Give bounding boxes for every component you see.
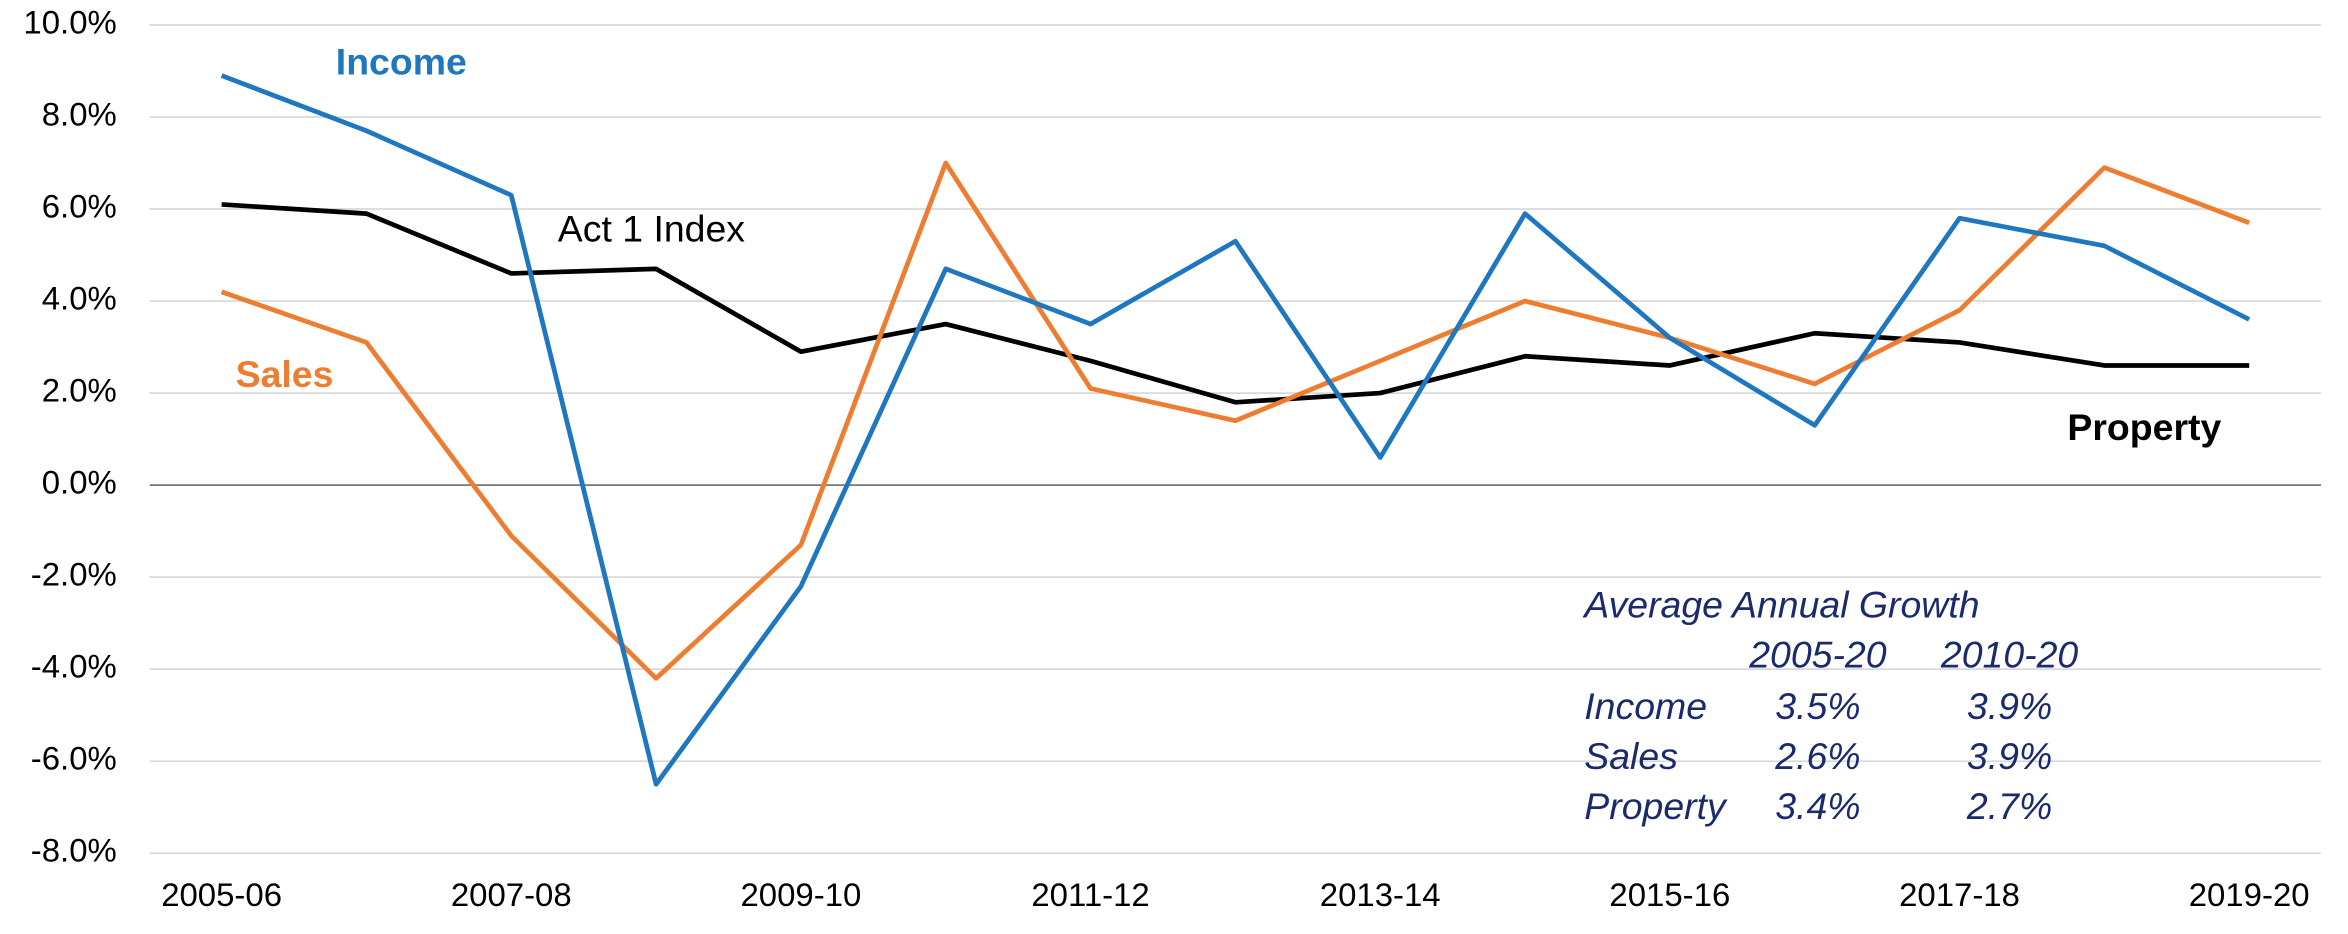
table-cell: 3.5% xyxy=(1775,685,1860,727)
y-tick-label: -4.0% xyxy=(31,648,117,685)
table-column: 2010-20 xyxy=(1940,634,2079,676)
table-cell: 3.4% xyxy=(1775,785,1860,827)
x-tick-label: 2007-08 xyxy=(451,876,572,913)
x-tick-label: 2005-06 xyxy=(161,876,282,913)
table-cell: 3.9% xyxy=(1967,685,2052,727)
series-label: Property xyxy=(2067,406,2221,448)
series-line xyxy=(220,73,2251,787)
index-label: Act 1 Index xyxy=(558,208,746,250)
x-tick-label: 2015-16 xyxy=(1609,876,1730,913)
y-tick-label: -8.0% xyxy=(31,832,117,869)
growth-table: Average Annual Growth 2005-20 2010-20 In… xyxy=(1582,584,2078,827)
y-tick-label: 10.0% xyxy=(23,4,116,41)
series-line xyxy=(221,202,2250,405)
table-cell: Sales xyxy=(1584,735,1678,777)
y-tick-label: -6.0% xyxy=(31,740,117,777)
x-tick-label: 2013-14 xyxy=(1320,876,1441,913)
x-tick-label: 2019-20 xyxy=(2189,876,2310,913)
y-tick-label: 6.0% xyxy=(42,188,117,225)
table-cell: Income xyxy=(1584,685,1707,727)
table-title: Average Annual Growth xyxy=(1582,584,1979,626)
table-column: 2005-20 xyxy=(1748,634,1887,676)
x-tick-label: 2011-12 xyxy=(1031,876,1149,913)
y-tick-label: 4.0% xyxy=(42,280,117,317)
y-tick-label: -2.0% xyxy=(31,556,117,593)
x-tick-label: 2017-18 xyxy=(1899,876,2020,913)
y-tick-label: 0.0% xyxy=(42,464,117,501)
series-line xyxy=(220,160,2251,681)
table-cell: 3.9% xyxy=(1967,735,2052,777)
series-label: Income xyxy=(336,41,467,83)
y-tick-label: 2.0% xyxy=(42,372,117,409)
table-cell: 2.7% xyxy=(1966,785,2052,827)
plot: -8.0% -6.0% -4.0% -2.0% 0.0% 2.0% 4.0% 6.0% 8.0%… xyxy=(23,4,2322,913)
series-label: Sales xyxy=(236,353,334,395)
table-cell: 2.6% xyxy=(1774,735,1860,777)
y-tick-label: 8.0% xyxy=(42,96,117,133)
table-cell: Property xyxy=(1584,785,1728,827)
x-tick-label: 2009-10 xyxy=(740,876,861,913)
